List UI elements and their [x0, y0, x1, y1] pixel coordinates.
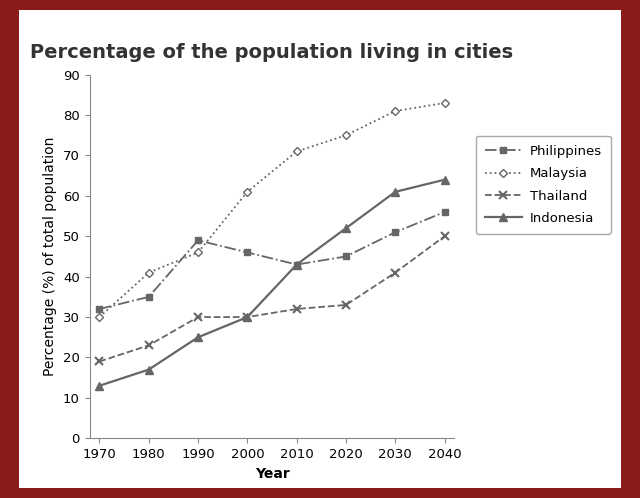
- Line: Philippines: Philippines: [97, 209, 447, 312]
- Malaysia: [194, 249, 202, 255]
- Malaysia: [243, 189, 251, 195]
- Thailand: [342, 302, 350, 308]
- Malaysia: [145, 269, 152, 275]
- Legend: Philippines, Malaysia, Thailand, Indonesia: Philippines, Malaysia, Thailand, Indones…: [476, 136, 611, 234]
- Philippines: [392, 229, 399, 235]
- Indonesia: [441, 177, 449, 183]
- Philippines: [95, 306, 103, 312]
- Indonesia: [145, 367, 152, 373]
- Title: Percentage of the population living in cities: Percentage of the population living in c…: [31, 43, 513, 62]
- Philippines: [342, 253, 350, 259]
- Thailand: [243, 314, 251, 320]
- Thailand: [392, 269, 399, 275]
- Malaysia: [95, 314, 103, 320]
- Thailand: [194, 314, 202, 320]
- Indonesia: [194, 334, 202, 340]
- Malaysia: [441, 100, 449, 106]
- Malaysia: [392, 108, 399, 114]
- Philippines: [441, 209, 449, 215]
- Malaysia: [293, 148, 301, 154]
- Thailand: [441, 233, 449, 239]
- Thailand: [95, 359, 103, 365]
- Philippines: [145, 294, 152, 300]
- Indonesia: [293, 261, 301, 267]
- X-axis label: Year: Year: [255, 467, 289, 481]
- Philippines: [194, 238, 202, 244]
- Philippines: [293, 261, 301, 267]
- Thailand: [293, 306, 301, 312]
- Indonesia: [392, 189, 399, 195]
- Indonesia: [243, 314, 251, 320]
- Indonesia: [342, 225, 350, 231]
- Philippines: [243, 249, 251, 255]
- Line: Malaysia: Malaysia: [97, 100, 447, 320]
- Y-axis label: Percentage (%) of total population: Percentage (%) of total population: [44, 137, 58, 376]
- Indonesia: [95, 383, 103, 389]
- Thailand: [145, 342, 152, 348]
- Line: Indonesia: Indonesia: [95, 176, 449, 389]
- Malaysia: [342, 132, 350, 138]
- Line: Thailand: Thailand: [95, 233, 449, 366]
